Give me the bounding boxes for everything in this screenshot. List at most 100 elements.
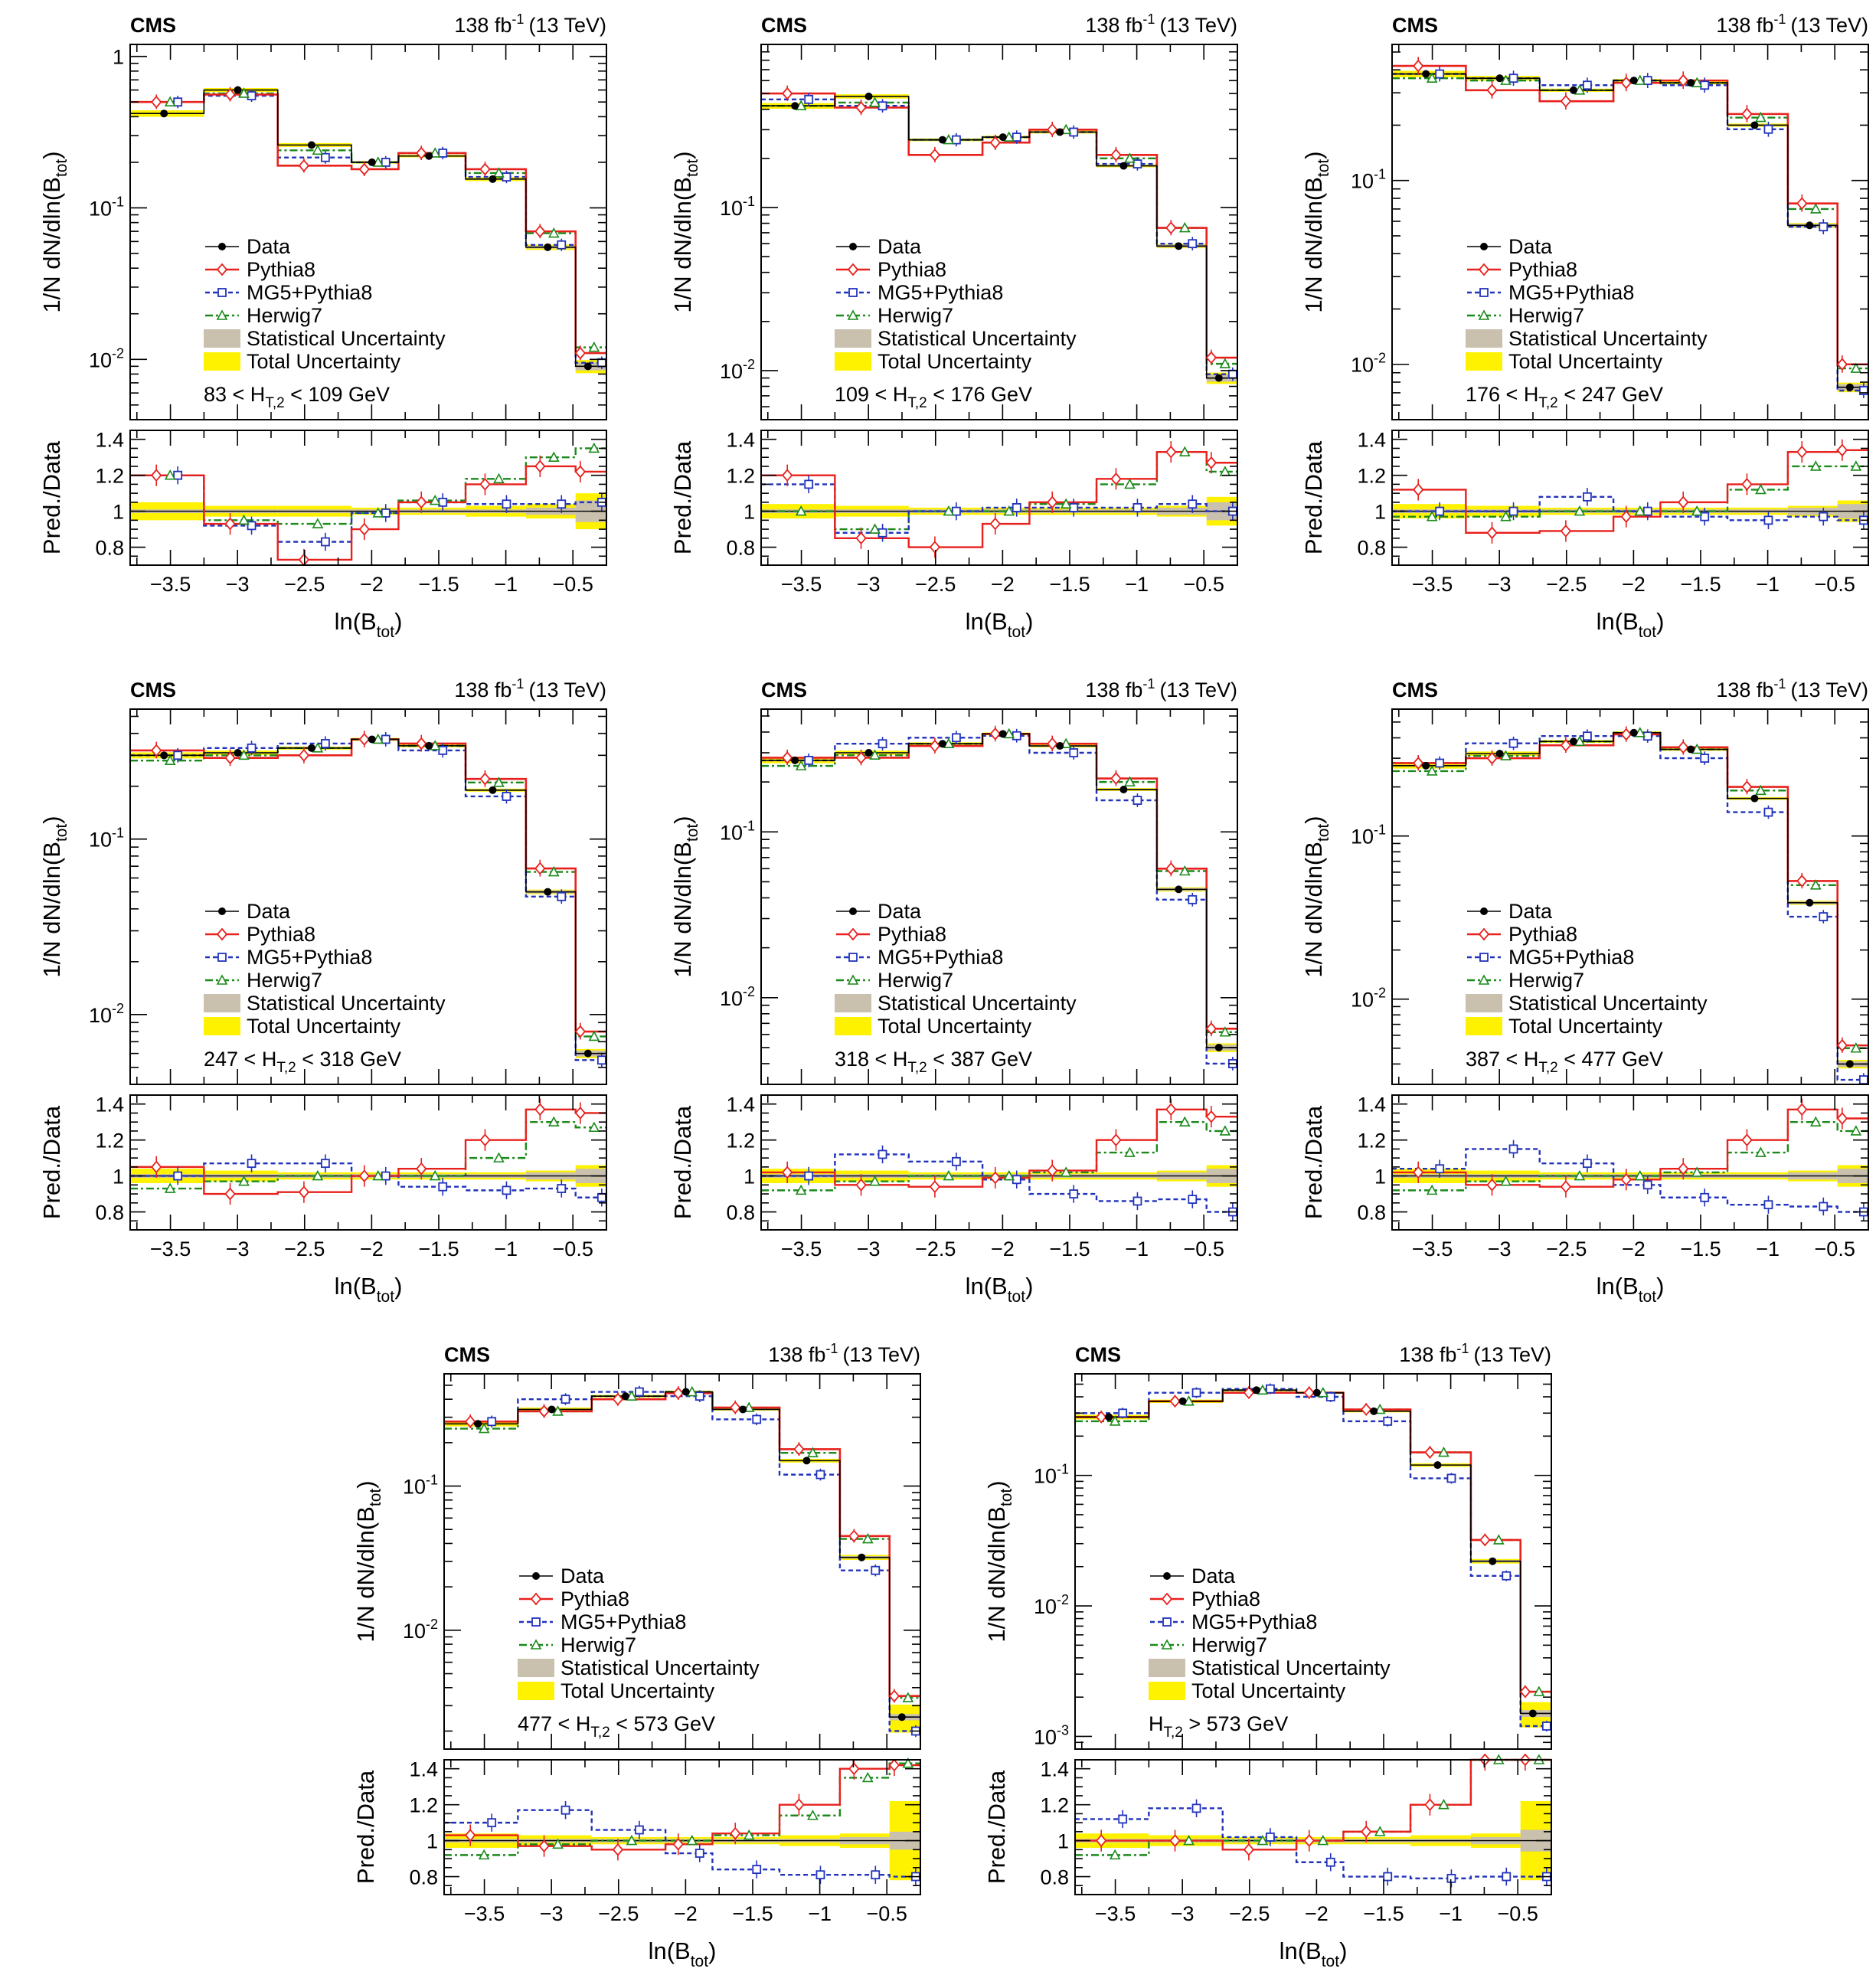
ratio-mg5-marker <box>561 1805 570 1815</box>
ratio-tick-label: 0.8 <box>95 537 124 560</box>
experiment-label: CMS <box>1075 1343 1121 1366</box>
ratio-pythia8-marker <box>1169 1834 1181 1847</box>
ratio-pythia8-marker <box>781 469 793 482</box>
data-marker <box>897 1713 906 1722</box>
ratio-pythia8-marker <box>929 1180 941 1194</box>
ratio-mg5-marker <box>1435 506 1445 516</box>
pythia8-marker <box>929 739 941 753</box>
mg5-marker <box>871 1565 881 1575</box>
legend-pythia8-marker <box>847 927 859 941</box>
ratio-mg5-marker <box>695 1849 704 1858</box>
ht-range-label: 247 < HT,2 < 318 GeV <box>204 1048 401 1076</box>
ratio-herwig7-marker <box>588 1121 600 1133</box>
data-marker <box>1178 1397 1187 1405</box>
mg5-marker <box>1763 124 1773 134</box>
ht-range-label: 318 < HT,2 < 387 GeV <box>835 1048 1032 1076</box>
mg5-marker <box>952 135 961 145</box>
data-marker <box>307 744 315 752</box>
herwig7-marker <box>1755 784 1767 796</box>
data-marker <box>998 730 1007 738</box>
ratio-mg5-histogram <box>1392 1148 1868 1213</box>
ratio-tick-label: 0.8 <box>726 1202 755 1225</box>
ratio-tick-label: 1 <box>1374 501 1386 524</box>
ratio-mg5-marker <box>815 1870 825 1880</box>
x-tick-label: −2.5 <box>1546 1238 1587 1260</box>
herwig7-marker <box>1533 1686 1545 1696</box>
pythia8-marker <box>1519 1685 1531 1699</box>
mg5-marker <box>1502 1571 1512 1581</box>
y-tick-label: 10-2 <box>1351 351 1386 377</box>
ratio-herwig7-marker <box>1574 1169 1586 1181</box>
ratio-tick-label: 1.4 <box>726 429 755 452</box>
data-marker <box>1252 1386 1260 1395</box>
ratio-pythia8-marker <box>358 522 370 536</box>
legend-pythia8-marker <box>216 927 228 941</box>
legend-mg5-marker <box>217 288 227 297</box>
ratio-y-axis-label: Pred./Data <box>669 1105 696 1219</box>
ratio-tick-label: 1 <box>427 1830 438 1853</box>
mg5-marker <box>1383 1416 1393 1426</box>
data-marker <box>489 175 497 183</box>
mg5-marker <box>1858 1075 1868 1084</box>
legend-entry-label: MG5+Pythia8 <box>247 946 372 969</box>
pythia8-marker <box>1165 862 1177 875</box>
ratio-herwig7-marker <box>1219 1125 1231 1136</box>
ratio-mg5-histogram <box>1075 1807 1551 1880</box>
legend-entry-label: Statistical Uncertainty <box>1508 992 1708 1015</box>
legend-herwig7-marker <box>1478 974 1490 985</box>
pythia8-marker <box>612 1392 624 1406</box>
ratio-herwig7-marker <box>1374 1826 1386 1836</box>
data-marker <box>1370 1407 1378 1415</box>
lumi-label: 138 fb-1 (13 TeV) <box>1085 11 1237 37</box>
legend: DataPythia8MG5+Pythia8Herwig7Statistical… <box>518 1565 760 1702</box>
legend-entry-label: Herwig7 <box>878 969 953 992</box>
mg5-marker <box>815 1470 825 1480</box>
legend-herwig7-marker <box>1161 1639 1173 1650</box>
ratio-herwig7-marker <box>686 1834 698 1846</box>
experiment-label: CMS <box>761 678 807 701</box>
mg5-marker <box>596 1055 606 1065</box>
ratio-mg5-marker <box>1446 1873 1456 1883</box>
data-marker <box>368 735 376 744</box>
ratio-herwig7-marker <box>1257 1834 1269 1846</box>
mg5-marker <box>487 1417 497 1427</box>
herwig7-marker <box>552 1405 564 1416</box>
ratio-mg5-marker <box>1642 506 1652 516</box>
legend-total-swatch <box>518 1682 554 1700</box>
legend-entry-label: Data <box>1191 1565 1236 1587</box>
ratio-herwig7-marker <box>795 1184 807 1195</box>
ratio-mg5-marker <box>1700 512 1710 522</box>
herwig7-marker <box>312 742 324 753</box>
ratio-tick-label: 1.2 <box>409 1794 438 1817</box>
ratio-y-axis-label: Pred./Data <box>38 440 65 554</box>
ratio-pythia8-marker <box>1796 445 1808 459</box>
ratio-herwig7-marker <box>1809 1116 1822 1126</box>
y-axis-label: 1/N dN/dln(Btot) <box>38 151 70 312</box>
ratio-tick-label: 0.8 <box>1357 1202 1386 1225</box>
data-marker <box>307 141 315 149</box>
ratio-mg5-marker <box>952 1156 961 1166</box>
herwig7-marker <box>1060 123 1072 135</box>
ratio-pythia8-marker <box>1412 483 1424 496</box>
data-marker <box>1629 77 1638 85</box>
ratio-herwig7-marker <box>588 442 600 453</box>
x-tick-label: −3 <box>226 1238 250 1260</box>
herwig7-marker <box>1060 737 1072 749</box>
ratio-tick-label: 1 <box>1057 1830 1069 1853</box>
ratio-mg5-marker <box>1069 1189 1079 1198</box>
ratio-herwig7-marker <box>1634 505 1646 516</box>
x-tick-label: −0.5 <box>553 573 593 596</box>
x-tick-label: −3 <box>1488 573 1512 596</box>
ratio-mg5-marker <box>752 1865 762 1875</box>
herwig7-marker <box>547 865 560 877</box>
ratio-herwig7-marker <box>429 1169 441 1181</box>
x-tick-label: −1.5 <box>1049 1238 1090 1260</box>
y-axis-label: 1/N dN/dln(Btot) <box>983 1480 1015 1642</box>
mg5-marker <box>321 152 330 162</box>
data-marker <box>1214 1043 1223 1051</box>
x-tick-label: −1 <box>1439 1902 1463 1925</box>
herwig7-marker <box>943 133 955 145</box>
legend-total-swatch <box>204 1017 240 1035</box>
ratio-mg5-marker <box>1325 1857 1335 1867</box>
